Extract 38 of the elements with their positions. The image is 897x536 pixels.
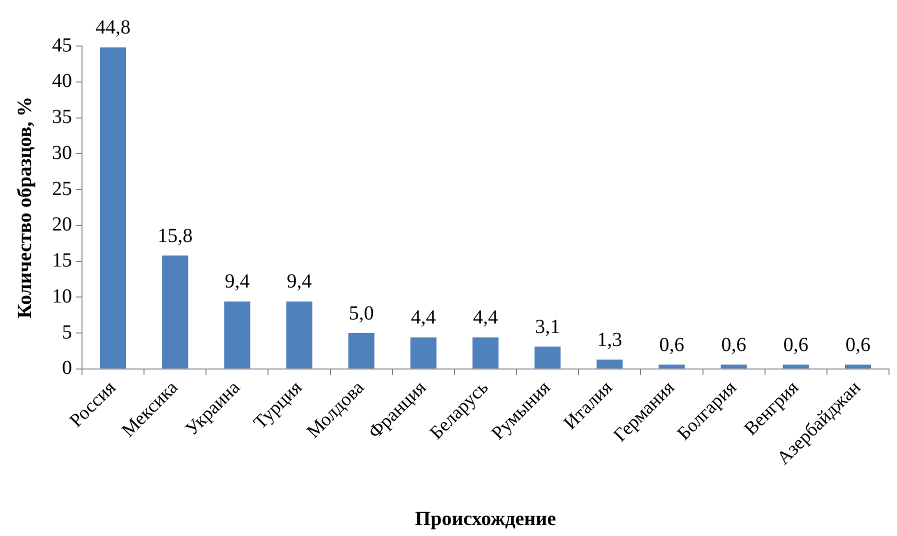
y-axis-title: Количество образцов, %: [14, 96, 36, 318]
data-label: 0,6: [659, 334, 684, 356]
data-label: 15,8: [158, 224, 193, 247]
data-label: 9,4: [224, 270, 250, 293]
bar: [720, 364, 747, 368]
bar: [162, 256, 188, 368]
data-label: 9,4: [286, 270, 312, 293]
data-label: 0,6: [845, 334, 870, 356]
data-label: 4,4: [473, 306, 498, 329]
y-tick-label: 45: [52, 34, 72, 56]
bar: [782, 364, 809, 368]
data-label: 1,3: [597, 328, 622, 351]
data-label: 5,0: [348, 302, 374, 324]
y-tick-label: 30: [52, 142, 72, 164]
x-axis-title: Происхождение: [415, 508, 556, 530]
bar: [844, 364, 871, 368]
y-tick-label: 35: [52, 106, 72, 128]
bar: [100, 47, 126, 368]
bar: [224, 301, 250, 368]
bar: [410, 337, 436, 368]
y-tick-label: 15: [52, 250, 72, 272]
bar: [658, 364, 685, 368]
bar: [348, 333, 374, 368]
bar: [286, 301, 312, 368]
data-label: 0,6: [783, 334, 808, 356]
y-tick-label: 10: [52, 285, 72, 308]
y-tick-label: 25: [52, 178, 72, 200]
y-tick-label: 20: [52, 214, 72, 236]
bar: [596, 360, 623, 368]
y-tick-label: 5: [62, 321, 72, 344]
y-tick-label: 40: [52, 70, 72, 92]
data-label: 0,6: [721, 334, 746, 356]
bar: [472, 337, 499, 368]
y-tick-label: 0: [62, 357, 72, 380]
data-label: 4,4: [410, 306, 436, 329]
bar: [534, 346, 561, 368]
data-label: 3,1: [535, 316, 560, 338]
data-label: 44,8: [96, 16, 131, 39]
